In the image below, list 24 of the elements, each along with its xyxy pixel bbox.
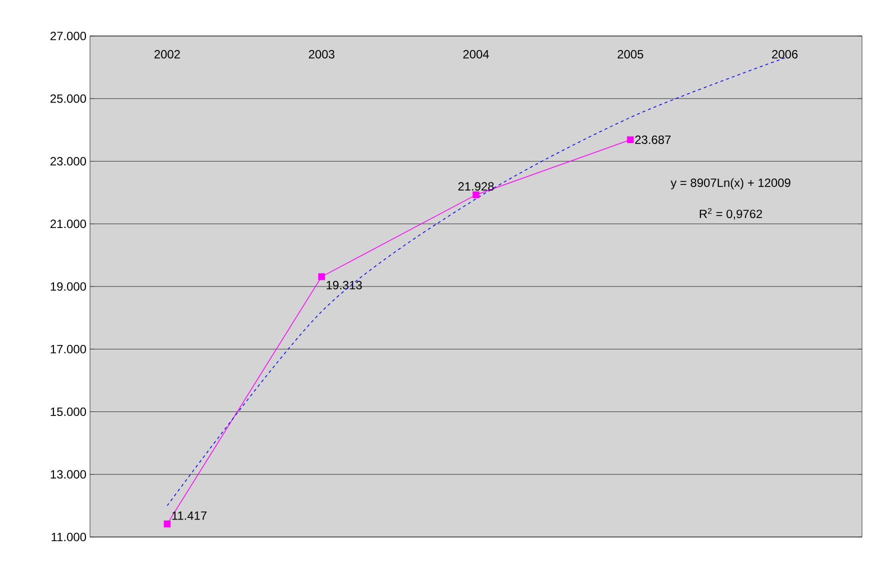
point	[164, 520, 171, 528]
y-tick-label: 17.000	[50, 344, 86, 354]
x-tick-label: 2003	[308, 50, 334, 58]
y-tick-label: 21.000	[50, 220, 86, 228]
point	[318, 273, 325, 280]
y-tick-label: 15.000	[50, 408, 86, 416]
y-tick-label: 23.000	[50, 157, 86, 166]
data-label: 11.417	[172, 512, 206, 520]
y-tick-label: 11.000	[52, 532, 86, 542]
y-tick-label: 25.000	[50, 94, 86, 103]
y-tick-label: 27.000	[50, 32, 86, 40]
point	[627, 136, 634, 144]
point	[472, 191, 480, 198]
data-label: 23.687	[635, 136, 671, 144]
x-tick-label: 2005	[618, 50, 644, 58]
annotation: y = 8907Ln(x) + 12009	[670, 178, 790, 190]
y-tick-label: 13.000	[50, 470, 86, 479]
x-tick-label: 2002	[154, 50, 180, 58]
data-label: 19.313	[326, 280, 362, 290]
x-tick-label: 2006	[772, 50, 798, 58]
data-label: 21.928	[458, 182, 494, 191]
annotation: R$^{2}$ = 0,9762	[700, 208, 762, 220]
y-tick-label: 19.000	[50, 282, 86, 291]
x-tick-label: 2004	[463, 50, 489, 58]
